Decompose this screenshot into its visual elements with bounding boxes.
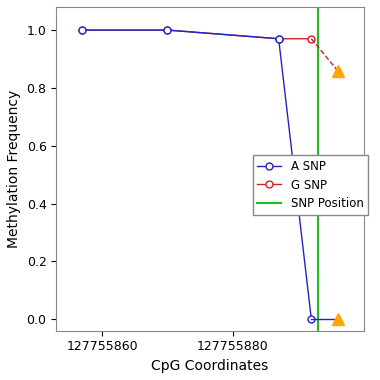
Line: A SNP: A SNP [79,27,315,323]
G SNP [309,36,314,41]
A SNP [80,28,85,32]
Y-axis label: Methylation Frequency: Methylation Frequency [7,90,21,248]
A SNP [165,28,170,32]
A SNP [276,36,281,41]
G SNP [80,28,85,32]
A SNP [309,317,314,321]
Legend: A SNP, G SNP, SNP Position: A SNP, G SNP, SNP Position [253,155,368,215]
X-axis label: CpG Coordinates: CpG Coordinates [151,359,269,373]
G SNP [276,36,281,41]
G SNP [165,28,170,32]
Line: G SNP: G SNP [79,27,315,42]
